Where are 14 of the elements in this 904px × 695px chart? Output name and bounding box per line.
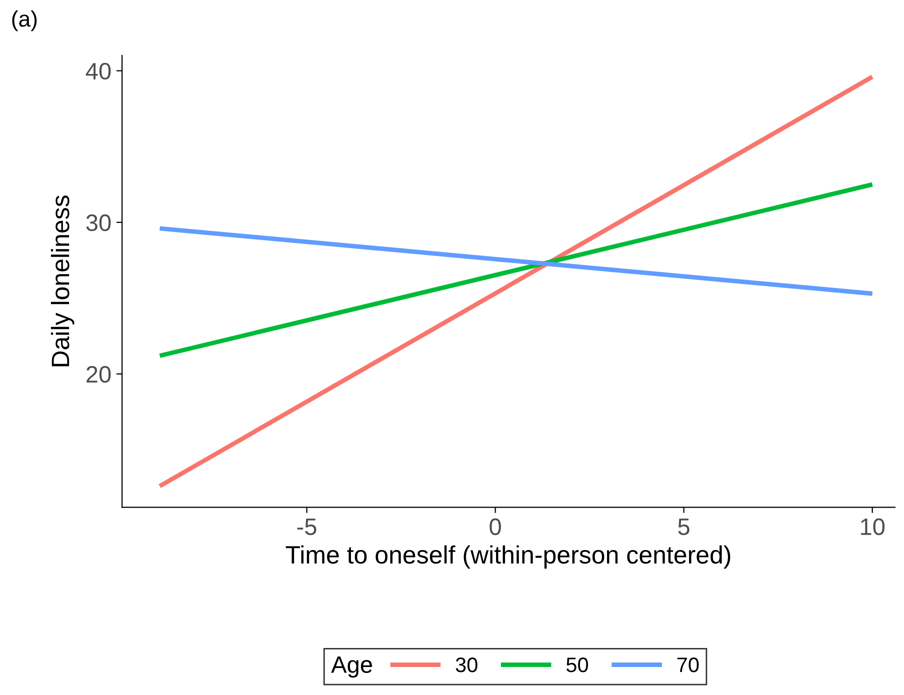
legend-title: Age bbox=[331, 656, 372, 678]
x-tick-label: 10 bbox=[861, 518, 885, 536]
x-tick-label: 5 bbox=[678, 518, 690, 536]
text: (a) bbox=[12, 10, 37, 32]
x-tick-label: 0 bbox=[490, 518, 501, 536]
x-tick-label: -5 bbox=[297, 518, 316, 536]
y-tick-label: 30 bbox=[86, 214, 111, 232]
x-axis-title: Time to oneself (within-person centered) bbox=[286, 545, 730, 569]
y-axis-title: Daily loneliness bbox=[50, 196, 74, 366]
legend-label: 70 bbox=[677, 657, 699, 672]
y-tick-label: 20 bbox=[86, 366, 111, 383]
legend-label: 30 bbox=[456, 657, 478, 672]
y-tick-label: 40 bbox=[86, 62, 111, 80]
legend-label: 50 bbox=[566, 657, 588, 672]
